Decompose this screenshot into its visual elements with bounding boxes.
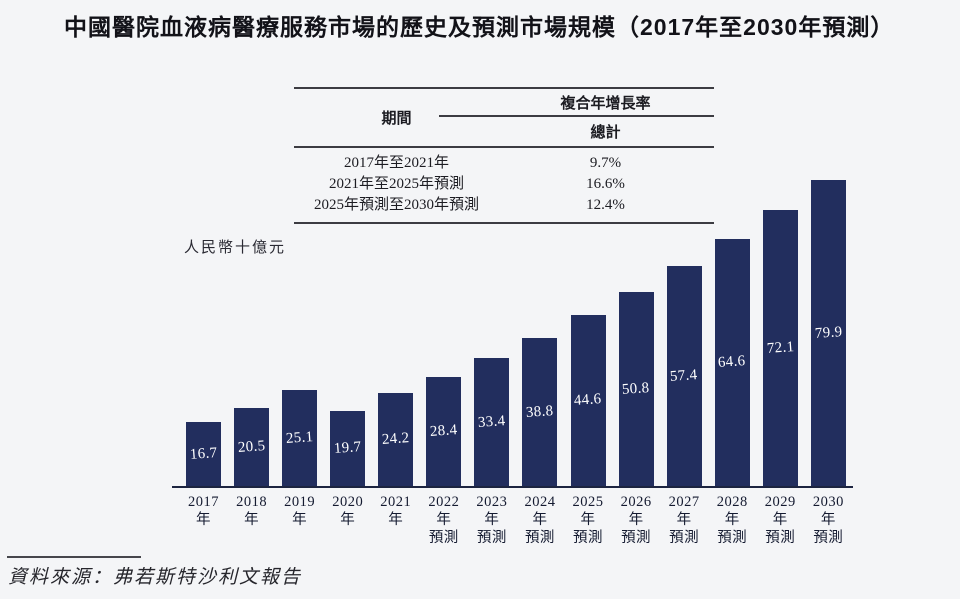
source-divider (7, 556, 141, 558)
period-cell: 2017年至2021年 (343, 155, 449, 171)
x-tick-text: 2030年 預測 (812, 494, 844, 546)
x-tick-label: 2021年 (378, 493, 413, 547)
x-tick-label: 2026年 預測 (619, 493, 654, 547)
bar-chart: 16.7 20.5 25.1 19.7 24.2 28.4 33.4 38.8 44.6 50.8… (186, 180, 846, 486)
x-tick-label: 2020年 (330, 493, 365, 547)
bar: 33.4 (474, 358, 510, 486)
x-tick-text: 2026年 預測 (620, 494, 652, 546)
bar: 25.1 (282, 390, 318, 486)
bar: 79.9 (810, 180, 846, 486)
bar: 24.2 (378, 393, 414, 486)
column-header-total: 總計 (590, 124, 621, 141)
bar-value-label: 20.5 (237, 437, 266, 456)
cagr-table: 期間 複合年增長率 總計 2017年至2021年 9.7% 2021年至2025… (294, 87, 714, 224)
bar-value-label: 24.2 (381, 430, 410, 448)
x-tick-label: 2024年 預測 (522, 493, 557, 547)
bar: 50.8 (618, 292, 654, 486)
cagr-table-body: 2017年至2021年 9.7% 2021年至2025年預測 16.6% 202… (294, 148, 714, 222)
total-cell: 12.4% (586, 197, 625, 213)
x-tick-text: 2019年 (284, 494, 316, 528)
bar-value-label: 79.9 (814, 323, 843, 342)
x-tick-text: 2017年 (188, 494, 219, 528)
x-tick-text: 2025年 預測 (572, 494, 604, 546)
bar-value-label: 57.4 (669, 366, 699, 385)
total-cell: 16.6% (586, 176, 625, 192)
x-axis-line (172, 486, 853, 488)
y-axis-unit-label: 人民幣十億元 (184, 240, 287, 256)
x-tick-label: 2023年 預測 (474, 493, 509, 547)
bar-value-label: 64.6 (717, 353, 747, 371)
x-tick-text: 2020年 (332, 494, 364, 528)
bar-value-label: 38.8 (525, 402, 555, 421)
period-cell: 2021年至2025年預測 (328, 176, 464, 192)
x-tick-text: 2024年 預測 (524, 494, 556, 546)
bar: 20.5 (234, 408, 270, 486)
x-tick-text: 2028年 預測 (716, 494, 748, 546)
x-tick-text: 2023年 預測 (476, 494, 508, 546)
table-row: 2025年預測至2030年預測 12.4% (294, 195, 714, 216)
x-tick-label: 2029年 預測 (763, 493, 798, 547)
x-tick-text: 2022年 預測 (428, 494, 460, 546)
x-tick-label: 2025年 預測 (571, 493, 606, 547)
bar-value-label: 25.1 (285, 428, 314, 447)
cagr-header-divider (439, 115, 714, 117)
x-tick-label: 2019年 (282, 493, 317, 547)
column-header-cagr: 複合年增長率 (560, 95, 651, 112)
bar: 64.6 (714, 239, 750, 486)
bar: 16.7 (186, 422, 221, 486)
cagr-table-header: 期間 複合年增長率 總計 (294, 89, 714, 148)
bar: 44.6 (570, 315, 606, 486)
table-row: 2017年至2021年 9.7% (294, 153, 714, 174)
bar-value-label: 16.7 (189, 444, 218, 463)
total-cell: 9.7% (589, 155, 622, 171)
x-tick-label: 2017年 (186, 493, 221, 547)
x-axis-labels: 2017年 2018年 2019年 2020年 2021年 2022年 預測 2023年 預… (186, 493, 846, 547)
x-tick-label: 2028年 預測 (715, 493, 750, 547)
chart-title: 中國醫院血液病醫療服務市場的歷史及預測市場規模（2017年至2030年預測） (64, 14, 895, 40)
bar: 38.8 (522, 338, 558, 486)
bar: 57.4 (666, 266, 702, 486)
x-tick-text: 2029年 預測 (764, 494, 796, 546)
table-row: 2021年至2025年預測 16.6% (294, 174, 714, 195)
source-note: 資料來源：弗若斯特沙利文報告 (8, 567, 303, 588)
bar: 19.7 (330, 411, 366, 486)
bar-value-label: 19.7 (333, 439, 362, 457)
x-tick-label: 2018年 (234, 493, 269, 547)
period-cell: 2025年預測至2030年預測 (313, 197, 479, 213)
bar-value-label: 28.4 (429, 422, 459, 440)
x-tick-label: 2027年 預測 (667, 493, 702, 547)
bar-value-label: 44.6 (573, 391, 603, 409)
bar-value-label: 72.1 (765, 338, 795, 357)
x-tick-label: 2022年 預測 (426, 493, 461, 547)
x-tick-text: 2027年 預測 (668, 494, 700, 546)
bar-value-label: 33.4 (477, 412, 507, 431)
x-tick-text: 2021年 (380, 494, 412, 528)
column-header-period: 期間 (381, 111, 412, 127)
x-tick-label: 2030年 預測 (811, 493, 846, 547)
bar: 72.1 (762, 210, 798, 486)
x-tick-text: 2018年 (236, 494, 268, 528)
bar-value-label: 50.8 (621, 379, 651, 398)
bar: 28.4 (426, 377, 462, 486)
